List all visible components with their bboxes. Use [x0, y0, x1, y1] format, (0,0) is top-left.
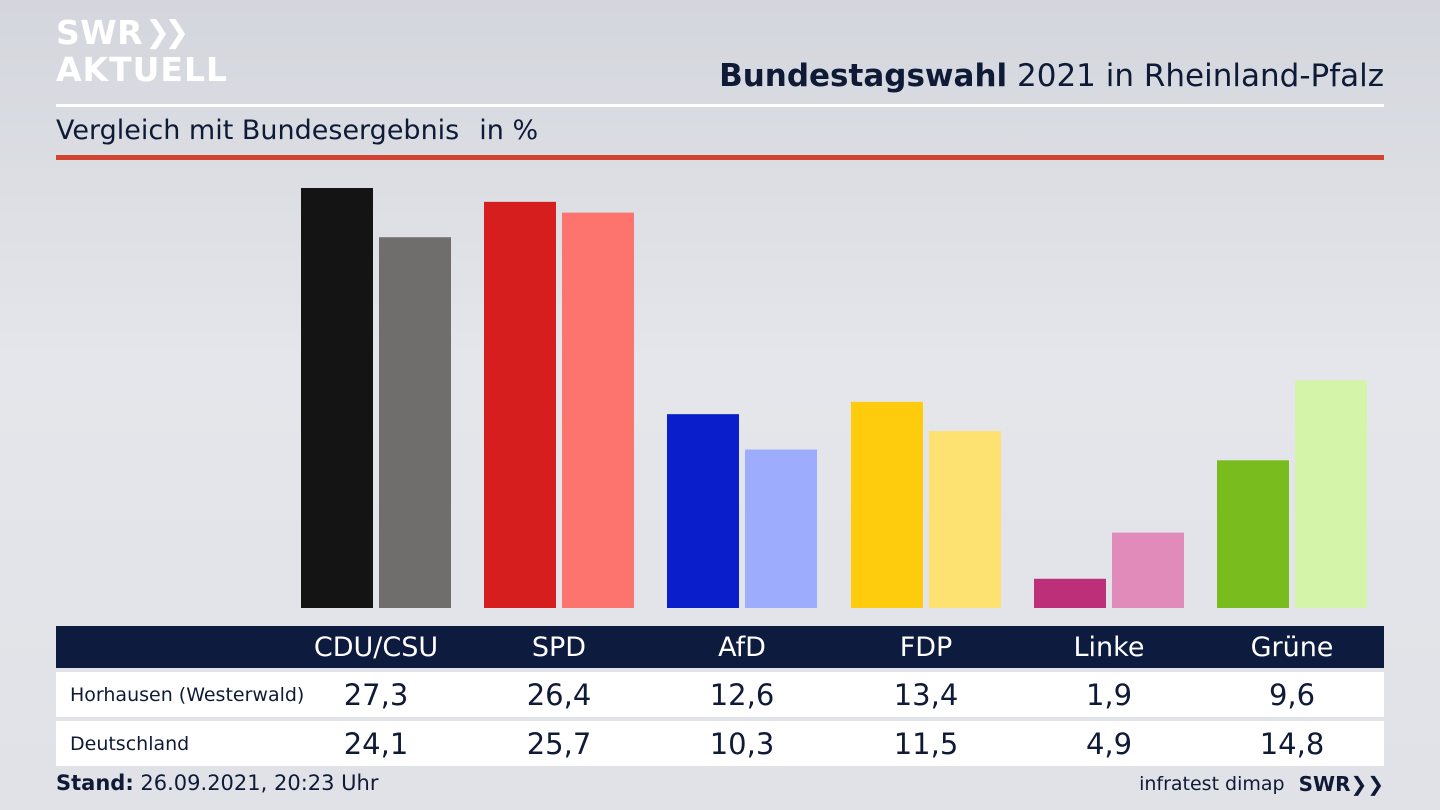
value-label: 14,8	[1259, 726, 1325, 761]
chart-title-bold: Bundestagswahl	[719, 58, 1008, 94]
title-divider	[56, 104, 1384, 107]
bar-linke-deutschland	[1112, 532, 1184, 608]
value-label: 1,9	[1085, 677, 1133, 712]
swr-aktuell-logo: SWR ❯❯ AKTUELL	[56, 16, 228, 86]
swr-logo-small: SWR❯❯	[1298, 772, 1384, 796]
bar-cdu-csu-horhausen	[301, 188, 373, 608]
bar-spd-deutschland	[562, 212, 634, 608]
party-label: Grüne	[1250, 631, 1334, 663]
value-label: 4,9	[1085, 726, 1133, 761]
row-label: Deutschland	[70, 732, 190, 755]
logo-aktuell-text: AKTUELL	[56, 50, 229, 89]
stand-value: 26.09.2021, 20:23 Uhr	[133, 771, 379, 795]
footer-credits: infratest dimap SWR❯❯	[1139, 772, 1384, 796]
chart-title: Bundestagswahl 2021 in Rheinland-Pfalz	[719, 58, 1384, 94]
bar-linke-horhausen	[1034, 578, 1106, 608]
bar-spd-horhausen	[484, 201, 556, 608]
party-label: AfD	[718, 631, 766, 663]
bar-grüne-horhausen	[1217, 460, 1289, 608]
value-label: 13,4	[893, 677, 959, 712]
timestamp: Stand: 26.09.2021, 20:23 Uhr	[56, 771, 379, 795]
table-row: Deutschland 24,1 25,7 10,3 11,5 4,9 14,8	[56, 721, 1384, 766]
logo-chevron-icon: ❯❯	[145, 14, 189, 50]
bar-afd-deutschland	[745, 449, 817, 608]
party-label: SPD	[531, 631, 587, 663]
value-label: 12,6	[709, 677, 775, 712]
chart-subtitle: Vergleich mit Bundesergebnis in %	[56, 115, 538, 146]
value-label: 9,6	[1268, 677, 1316, 712]
subtitle-text: Vergleich mit Bundesergebnis	[56, 115, 460, 146]
value-label: 10,3	[709, 726, 775, 761]
table-header-row: CDU/CSU SPD AfD FDP Linke Grüne	[56, 626, 1384, 668]
accent-divider	[56, 155, 1384, 160]
bar-grüne-deutschland	[1295, 380, 1367, 608]
stand-label: Stand:	[56, 771, 134, 795]
chart-title-rest: 2021 in Rheinland-Pfalz	[1007, 58, 1384, 94]
bar-afd-horhausen	[667, 414, 739, 608]
row-label: Horhausen (Westerwald)	[70, 683, 305, 706]
bar-fdp-deutschland	[929, 431, 1001, 608]
unit-label: in %	[479, 115, 539, 146]
value-label: 27,3	[343, 677, 409, 712]
party-label: CDU/CSU	[313, 631, 439, 663]
party-label: FDP	[899, 631, 953, 663]
value-label: 24,1	[343, 726, 409, 761]
party-label: Linke	[1073, 631, 1145, 663]
logo-swr-text: SWR	[56, 13, 144, 52]
value-label: 26,4	[526, 677, 592, 712]
bar-fdp-horhausen	[851, 401, 923, 608]
value-label: 25,7	[526, 726, 592, 761]
results-table: CDU/CSU SPD AfD FDP Linke Grüne Horhausen (We…	[56, 626, 1384, 766]
value-label: 11,5	[893, 726, 959, 761]
source-label: infratest dimap	[1139, 773, 1285, 795]
table-row: Horhausen (Westerwald) 27,3 26,4 12,6 13,4 1…	[56, 672, 1384, 717]
bar-cdu-csu-deutschland	[379, 237, 451, 608]
